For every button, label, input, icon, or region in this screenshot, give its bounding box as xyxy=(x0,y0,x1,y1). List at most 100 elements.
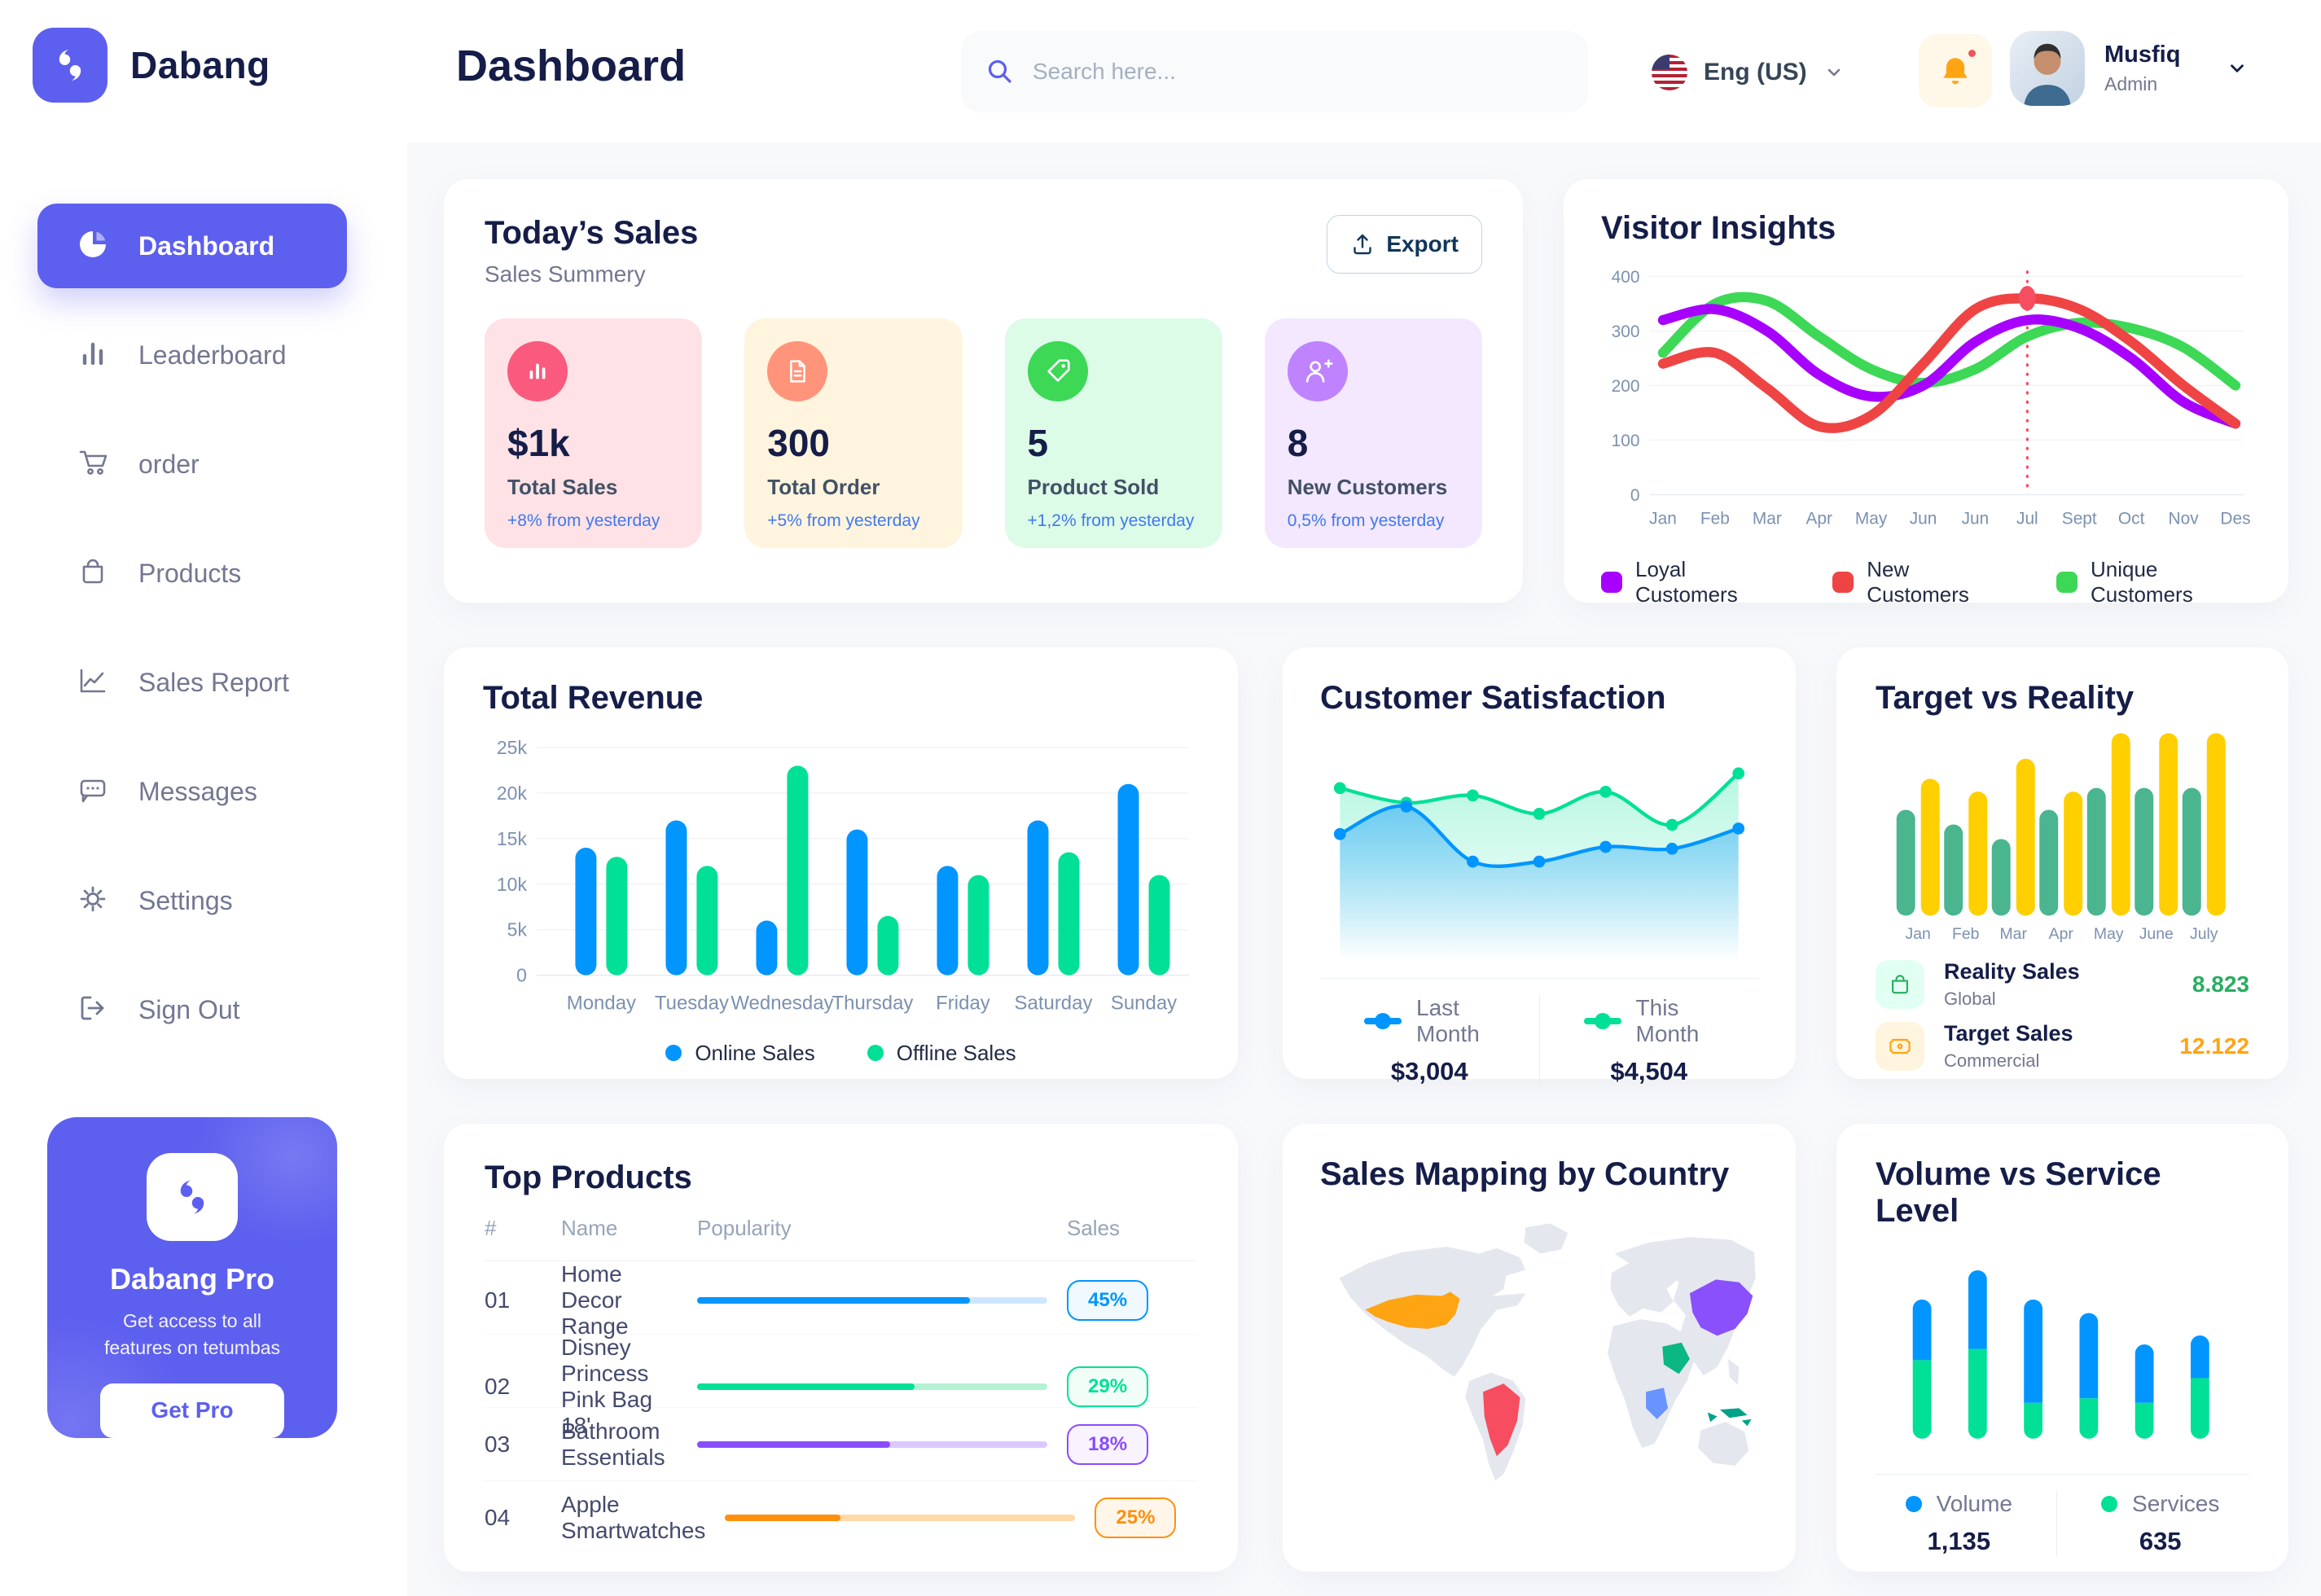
customer-satisfaction-legend: Last Month $3,004 This Month $4,504 xyxy=(1320,995,1758,1087)
sidebar-item-label: Messages xyxy=(138,776,257,806)
legend-row-target: Target Sales Commercial 12.122 xyxy=(1876,1021,2249,1072)
svg-text:Apr: Apr xyxy=(2049,925,2074,943)
product-name: Disney Princess Pink Bag 18' xyxy=(561,1335,653,1438)
legend-texts: Reality Sales Global xyxy=(1944,959,2080,1010)
notifications-button[interactable] xyxy=(1919,34,1992,107)
get-pro-button[interactable]: Get Pro xyxy=(100,1383,284,1438)
card-sales-mapping: Sales Mapping by Country xyxy=(1283,1124,1796,1572)
legend-item-offline: Offline Sales xyxy=(867,1041,1016,1066)
sidebar-item-label: Products xyxy=(138,558,242,588)
sales-badge: 25% xyxy=(1095,1497,1177,1538)
svg-text:July: July xyxy=(2190,925,2218,943)
legend-item-volume: Volume 1,135 xyxy=(1862,1491,2056,1556)
map-country-brazil xyxy=(1483,1383,1520,1457)
chat-icon xyxy=(77,774,109,810)
product-number: 01 xyxy=(485,1287,511,1313)
legend-sublabel: Commercial xyxy=(1944,1050,2040,1071)
svg-text:25k: 25k xyxy=(497,737,528,758)
svg-text:Saturday: Saturday xyxy=(1015,993,1093,1015)
svg-text:10k: 10k xyxy=(497,874,528,895)
legend-value: 635 xyxy=(2139,1526,2182,1555)
gear-icon xyxy=(77,883,109,919)
pro-promo-card: Dabang Pro Get access to all features on… xyxy=(47,1117,337,1438)
svg-text:Mar: Mar xyxy=(1753,509,1782,528)
stat-label: Total Order xyxy=(767,475,880,499)
divider xyxy=(1876,1473,2249,1475)
svg-text:Sept: Sept xyxy=(2062,509,2097,528)
ticket-mini-icon xyxy=(1876,1021,1924,1071)
stat-card-total-sales: $1k Total Sales +8% from yesterday xyxy=(485,318,703,548)
export-button[interactable]: Export xyxy=(1327,215,1482,274)
sidebar-item-messages[interactable]: Messages xyxy=(37,749,347,834)
user-role: Admin xyxy=(2104,73,2158,94)
legend-item-last-month: Last Month $3,004 xyxy=(1320,995,1539,1086)
product-number: 02 xyxy=(485,1374,511,1399)
legend-top: Services xyxy=(2101,1491,2219,1517)
legend-label: This Month xyxy=(1635,995,1700,1047)
legend-value: 1,135 xyxy=(1927,1526,1991,1555)
customer-satisfaction-chart xyxy=(1333,767,1745,961)
sidebar-item-products[interactable]: Products xyxy=(37,531,347,616)
svg-text:Oct: Oct xyxy=(2118,509,2145,528)
visitor-insights-legend: Loyal Customers New Customers Unique Custo… xyxy=(1601,557,2251,607)
total-order-icon xyxy=(767,341,828,401)
sidebar-item-settings[interactable]: Settings xyxy=(37,858,347,943)
sidebar-item-dashboard[interactable]: Dashboard xyxy=(37,204,347,288)
svg-text:Des: Des xyxy=(2220,509,2250,528)
todays-sales-subtitle: Sales Summery xyxy=(485,261,646,287)
svg-text:400: 400 xyxy=(1612,268,1640,287)
svg-text:100: 100 xyxy=(1612,432,1640,450)
card-volume-vs-service: Volume vs Service Level Volume 1,135 Servi… xyxy=(1836,1124,2288,1572)
card-todays-sales: Today’s Sales Sales Summery Export $1k To… xyxy=(444,179,1523,603)
product-number: 04 xyxy=(485,1505,511,1530)
total-revenue-chart: 0 5k 10k 15k 20k 25k Monday Tuesday WednesdayThu… xyxy=(497,737,1190,1015)
topbar: Dashboard Eng (US) xyxy=(407,0,2321,142)
sidebar-item-sales-report[interactable]: Sales Report xyxy=(37,640,347,725)
map-country-dr-congo xyxy=(1646,1388,1669,1419)
column-header: Sales xyxy=(1067,1216,1121,1240)
legend-value: 8.823 xyxy=(2192,971,2249,997)
svg-text:Jun: Jun xyxy=(1962,509,1990,528)
sidebar-item-label: Sales Report xyxy=(138,667,289,697)
legend-label: Volume xyxy=(1936,1490,2013,1516)
user-menu[interactable]: Musfiq Admin xyxy=(2010,31,2249,106)
total-revenue-title: Total Revenue xyxy=(483,680,704,716)
card-customer-satisfaction: Customer Satisfaction Last Month $3,004 Th… xyxy=(1283,647,1796,1087)
table-row-04: 04 Apple Smartwatches 25% xyxy=(485,1481,1197,1554)
svg-text:200: 200 xyxy=(1612,377,1640,396)
map-country-china xyxy=(1689,1279,1753,1336)
sidebar-item-order[interactable]: order xyxy=(37,422,347,506)
popularity-bar xyxy=(697,1383,1047,1390)
sales-badge: 45% xyxy=(1067,1280,1149,1321)
search-input[interactable] xyxy=(1033,31,1588,112)
chevron-down-icon xyxy=(1827,68,1840,77)
svg-text:15k: 15k xyxy=(497,828,528,849)
new-customers-icon xyxy=(1287,341,1348,401)
legend-marker xyxy=(1583,1018,1621,1025)
search-icon xyxy=(988,59,1011,83)
svg-text:0: 0 xyxy=(516,965,527,986)
svg-text:0: 0 xyxy=(1630,486,1640,505)
legend-row-reality: Reality Sales Global 8.823 xyxy=(1876,959,2249,1010)
avatar xyxy=(2010,31,2085,106)
legend-swatch xyxy=(2056,571,2077,593)
product-name: Home Decor Range xyxy=(561,1261,629,1339)
export-label: Export xyxy=(1386,231,1459,256)
stat-delta: +1,2% from yesterday xyxy=(1027,511,1195,530)
divider xyxy=(1320,978,1758,980)
bag-mini-icon xyxy=(1876,959,1924,1009)
sign-out-icon xyxy=(77,992,109,1028)
popularity-bar xyxy=(697,1297,1047,1304)
sidebar-item-sign-out[interactable]: Sign Out xyxy=(37,967,347,1052)
language-selector[interactable]: Eng (US) xyxy=(1652,36,1845,109)
legend-label: Target Sales xyxy=(1944,1020,2073,1046)
svg-text:Feb: Feb xyxy=(1952,925,1979,943)
stat-delta: +5% from yesterday xyxy=(767,511,920,530)
us-flag-icon xyxy=(1652,55,1687,90)
world-map xyxy=(1339,1223,1756,1481)
customer-satisfaction-title: Customer Satisfaction xyxy=(1320,680,1666,716)
sidebar-item-leaderboard[interactable]: Leaderboard xyxy=(37,313,347,397)
table-row-03: 03 Bathroom Essentials 18% xyxy=(485,1408,1197,1481)
legend-dot xyxy=(2101,1495,2118,1512)
